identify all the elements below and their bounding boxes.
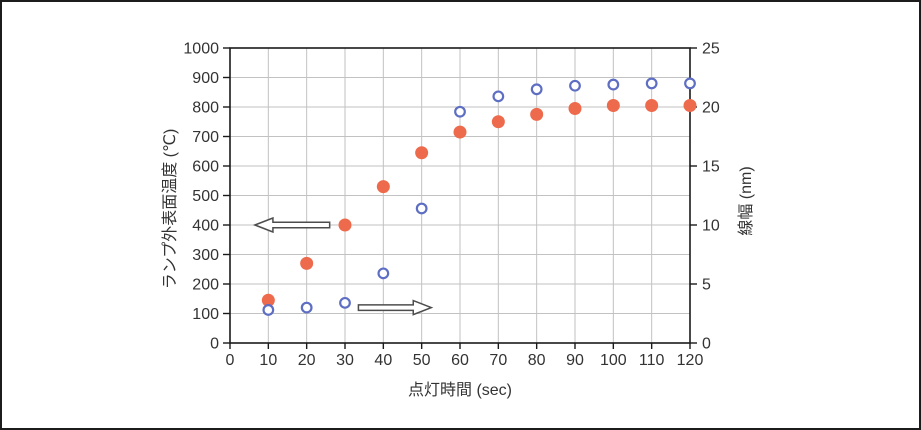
temperature-point [530,107,544,121]
left-y-axis-title: ランプ外表面温度 (℃) [162,128,179,290]
temperature-point [300,256,314,270]
right-axis-pointer-arrow [357,299,434,316]
left-axis-tick-label: 0 [210,336,219,353]
x-axis-tick-label: 0 [226,352,235,369]
x-axis-tick-label: 10 [259,352,277,369]
linewidth-point [454,105,466,118]
temperature-point [491,115,505,129]
x-axis-tick-label: 60 [451,352,469,369]
x-axis-tick-label: 120 [677,352,704,369]
linewidth-point [645,77,658,90]
temperature-point [453,125,467,139]
x-axis-tick-label: 70 [489,352,507,369]
x-axis-tick-label: 50 [413,352,431,369]
left-axis-tick-label: 300 [192,247,219,264]
temperature-point [415,146,429,160]
left-axis-tick-label: 600 [192,159,219,176]
temperature-point [261,293,275,307]
temperature-point [683,99,697,113]
temperature-point [338,218,352,232]
x-axis-tick-label: 100 [600,352,627,369]
x-axis-tick-label: 30 [336,352,354,369]
right-y-axis-title: 線幅 (nm) [738,166,755,236]
left-axis-tick-label: 900 [192,70,219,87]
linewidth-point [569,79,581,92]
left-axis-tick-label: 400 [192,218,219,235]
left-axis-tick-label: 200 [192,277,219,294]
left-axis-tick-label: 800 [192,100,219,117]
temperature-point [376,180,390,194]
right-axis-tick-label: 25 [702,41,720,58]
right-axis-tick-label: 5 [702,277,711,294]
linewidth-point [530,83,543,96]
linewidth-point [415,202,428,215]
linewidth-point [377,267,390,280]
x-axis-tick-label: 20 [298,352,316,369]
right-axis-tick-label: 20 [702,100,720,117]
linewidth-point [300,301,313,314]
left-axis-pointer-arrow [252,216,331,234]
temperature-point [645,99,659,113]
linewidth-point [684,77,696,90]
linewidth-point [339,296,351,309]
right-axis-tick-label: 10 [702,218,720,235]
left-axis-tick-label: 500 [192,188,219,205]
left-axis-tick-label: 700 [192,129,219,146]
temperature-point [606,99,620,113]
left-axis-tick-label: 100 [192,306,219,323]
x-axis-title: 点灯時間 (sec) [407,382,513,399]
linewidth-point [492,90,505,103]
x-axis-tick-label: 90 [566,352,584,369]
linewidth-point [607,78,620,91]
x-axis-tick-label: 110 [639,352,665,369]
left-axis-tick-label: 1000 [183,41,219,58]
linewidth-point [262,304,275,316]
right-axis-tick-label: 15 [702,159,720,176]
right-axis-tick-label: 0 [702,336,711,353]
temperature-point [568,101,582,115]
x-axis-tick-label: 40 [374,352,392,369]
x-axis-tick-label: 80 [528,352,546,369]
